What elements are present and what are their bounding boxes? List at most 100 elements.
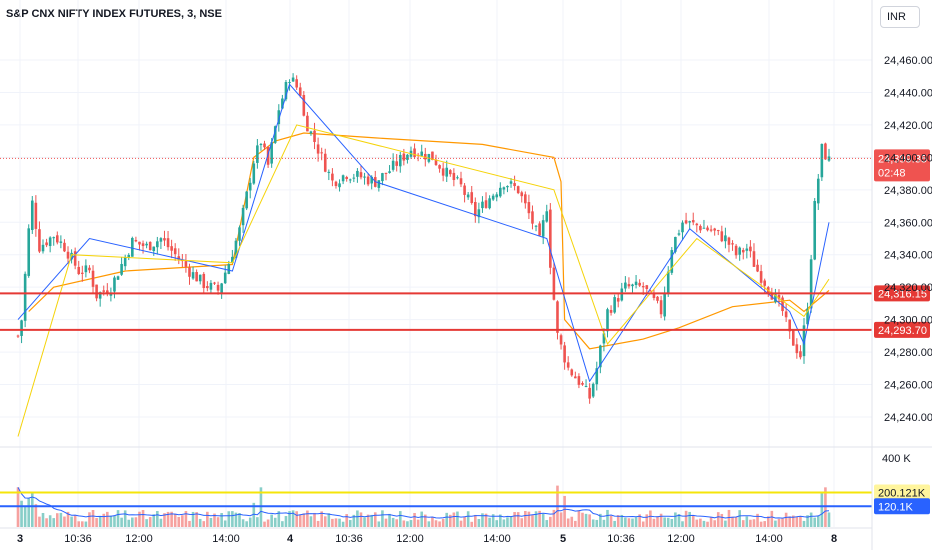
candle-body bbox=[827, 156, 831, 161]
volume-bar bbox=[731, 516, 734, 527]
volume-bar bbox=[716, 512, 720, 527]
candle-body bbox=[63, 242, 66, 252]
volume-bar bbox=[445, 512, 449, 527]
volume-bar bbox=[738, 510, 741, 527]
time-tick-label: 10:36 bbox=[335, 533, 363, 545]
volume-bar bbox=[706, 521, 709, 527]
candle-body bbox=[459, 178, 463, 185]
price-tick-label: 24,460.00 bbox=[884, 55, 932, 67]
volume-bar bbox=[641, 521, 645, 527]
volume-bar bbox=[98, 516, 102, 527]
candle-body bbox=[431, 151, 434, 161]
volume-bar bbox=[352, 514, 356, 527]
volume-bar bbox=[302, 513, 306, 527]
volume-bar bbox=[156, 510, 159, 527]
volume-bar bbox=[588, 514, 591, 527]
volume-bar bbox=[513, 512, 516, 527]
volume-bar bbox=[131, 517, 134, 527]
candle-body bbox=[716, 230, 720, 232]
ma-layer bbox=[17, 83, 830, 437]
candle-body bbox=[138, 241, 141, 245]
volume-bar bbox=[55, 513, 59, 527]
volume-bar bbox=[441, 518, 445, 527]
candle-body bbox=[48, 237, 52, 247]
price-level-badge bbox=[874, 321, 930, 338]
volume-bar bbox=[134, 517, 138, 527]
volume-bar bbox=[116, 510, 120, 527]
candle-body bbox=[659, 300, 663, 315]
price-tick-label: 24,260.00 bbox=[884, 380, 932, 392]
candle-body bbox=[541, 220, 545, 237]
last-price-label: 24,399.35 bbox=[878, 153, 927, 165]
candle-body bbox=[624, 282, 627, 289]
price-tick-label: 24,240.00 bbox=[884, 412, 932, 424]
price-tick-label: 24,320.00 bbox=[884, 282, 932, 294]
volume-bar bbox=[613, 520, 616, 527]
volume-bar bbox=[241, 519, 245, 527]
currency-button[interactable]: INR bbox=[880, 6, 920, 28]
candle-body bbox=[759, 271, 763, 283]
volume-bar bbox=[520, 518, 524, 527]
candle-body bbox=[23, 273, 27, 321]
volume-bar bbox=[466, 511, 470, 527]
candle-body bbox=[763, 280, 766, 286]
candles bbox=[16, 73, 831, 404]
volume-bar bbox=[191, 511, 195, 527]
candle-body bbox=[123, 256, 127, 267]
volume-bar bbox=[574, 520, 577, 527]
candle-body bbox=[209, 282, 213, 290]
volume-bar bbox=[106, 511, 109, 527]
candle-body bbox=[191, 272, 195, 279]
volume-bar bbox=[370, 514, 373, 527]
volume-bar bbox=[423, 514, 427, 527]
volume-bar bbox=[431, 516, 434, 527]
volume-bar bbox=[295, 511, 298, 527]
volume-bar bbox=[63, 516, 66, 527]
candle-body bbox=[84, 265, 88, 273]
volume-bar bbox=[345, 514, 348, 527]
grid bbox=[0, 0, 872, 527]
volume-bar bbox=[652, 518, 656, 527]
volume-bar bbox=[213, 513, 216, 527]
candle-body bbox=[613, 297, 616, 313]
candle-body bbox=[502, 187, 506, 190]
volume-bar bbox=[306, 510, 309, 527]
volume-bar bbox=[788, 516, 792, 527]
volume-bar bbox=[298, 514, 302, 527]
volume-bar bbox=[73, 515, 77, 527]
volume-bar bbox=[766, 516, 770, 527]
candle-body bbox=[113, 277, 116, 292]
volume-bar bbox=[348, 520, 352, 527]
volume-bar bbox=[270, 514, 273, 527]
volume-bar bbox=[499, 514, 502, 527]
volume-bar bbox=[495, 520, 499, 527]
volume-bar bbox=[602, 519, 606, 527]
volume-bar bbox=[323, 516, 327, 527]
volume-bar bbox=[584, 513, 588, 527]
candle-body bbox=[295, 79, 298, 88]
candle-body bbox=[588, 387, 591, 399]
volume-bar bbox=[327, 513, 331, 527]
candle-body bbox=[816, 178, 820, 204]
candle-body bbox=[649, 290, 652, 292]
candle-body bbox=[55, 235, 59, 243]
candle-body bbox=[356, 170, 359, 177]
volume-bar bbox=[545, 520, 549, 527]
candle-body bbox=[638, 282, 641, 286]
candle-body bbox=[231, 256, 234, 263]
time-tick-label: 14:00 bbox=[212, 533, 240, 545]
volume-bar bbox=[402, 520, 406, 527]
candle-body bbox=[434, 159, 438, 165]
volume-bar bbox=[198, 518, 202, 527]
volume-bar bbox=[338, 518, 341, 527]
volume-bar bbox=[166, 511, 170, 527]
volume-bar bbox=[638, 514, 641, 527]
volume-bar bbox=[391, 517, 395, 527]
candle-body bbox=[581, 383, 584, 385]
volume-bar bbox=[620, 514, 624, 527]
volume-bar bbox=[313, 512, 316, 527]
volume-bar bbox=[734, 516, 738, 527]
candle-body bbox=[323, 153, 327, 172]
candle-body bbox=[30, 200, 34, 231]
